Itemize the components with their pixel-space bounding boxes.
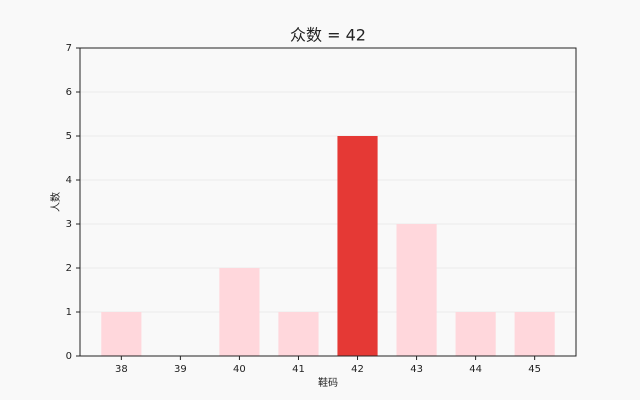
- y-axis-label: 人数: [49, 192, 62, 212]
- bar: [455, 312, 496, 356]
- bar: [337, 136, 378, 356]
- bar: [278, 312, 319, 356]
- x-tick-label: 40: [233, 364, 246, 375]
- bar: [514, 312, 555, 356]
- y-tick-label: 5: [66, 131, 72, 142]
- y-tick-label: 2: [66, 263, 72, 274]
- y-tick-label: 0: [66, 351, 72, 362]
- x-tick-label: 44: [469, 364, 482, 375]
- bar: [101, 312, 142, 356]
- y-tick-label: 1: [66, 307, 72, 318]
- bar: [219, 268, 260, 356]
- y-tick-label: 6: [66, 87, 72, 98]
- bar: [396, 224, 437, 356]
- y-tick-label: 7: [66, 43, 72, 54]
- x-tick-label: 42: [351, 364, 364, 375]
- x-tick-label: 43: [410, 364, 423, 375]
- x-axis-label: 鞋码: [318, 376, 338, 389]
- chart-title: 众数 = 42: [290, 26, 366, 45]
- y-tick-label: 4: [66, 175, 72, 186]
- x-tick-label: 39: [174, 364, 187, 375]
- y-tick-label: 3: [66, 219, 72, 230]
- plot-frame: [79, 47, 577, 357]
- x-tick-label: 45: [528, 364, 541, 375]
- x-tick-label: 38: [115, 364, 128, 375]
- x-tick-label: 41: [292, 364, 305, 375]
